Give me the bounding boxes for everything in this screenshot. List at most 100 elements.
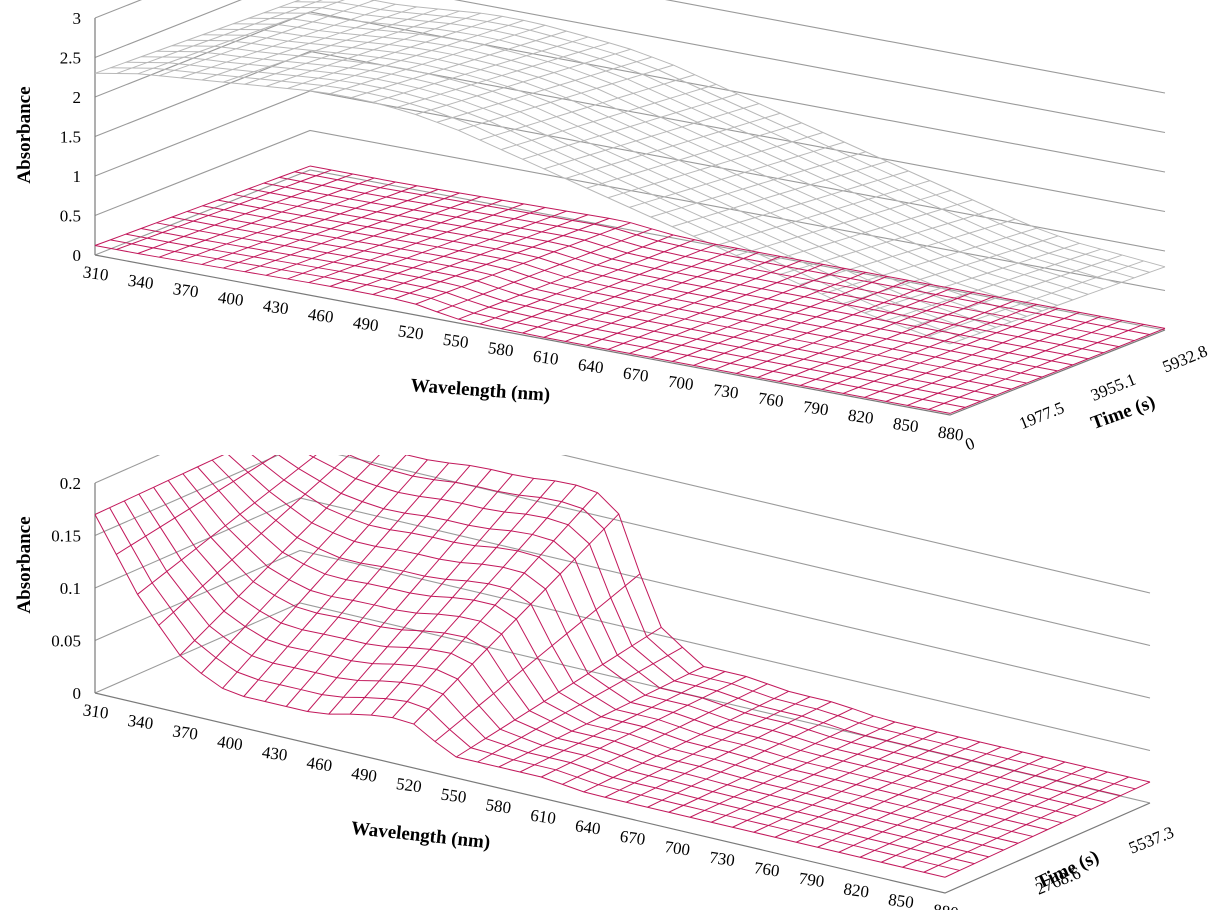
bottom-y-axis-label: Absorbance <box>14 516 35 613</box>
top-mesh-line <box>949 266 1166 345</box>
top-mesh-line <box>522 93 738 160</box>
top-gridline <box>94 129 1166 292</box>
top-y-tick-label: 1 <box>73 167 82 186</box>
bot-mesh-line <box>434 573 641 742</box>
top-surface-1 <box>94 165 1166 414</box>
top-mesh-line <box>864 311 1080 398</box>
top-y-tick-label: 0 <box>73 246 82 265</box>
bottom-surface-chart: 0 0.05 0.1 0.15 0.2 310 340 370 400 430 460 490 520… <box>0 392 1213 915</box>
top-gridline <box>94 0 1166 94</box>
bot-y-tick-label: 0.1 <box>60 579 81 598</box>
top-mesh-line <box>265 196 482 276</box>
top-mesh-line <box>928 260 1144 337</box>
top-mesh-line <box>458 64 674 131</box>
bot-mesh-line <box>179 448 386 656</box>
top-mesh-line <box>586 259 802 346</box>
bot-surface-0 <box>94 418 1151 878</box>
top-y-axis-label: Absorbance <box>14 86 35 183</box>
top-y-tick-label: 1.5 <box>60 128 81 147</box>
top-x-tick-label: 580 <box>487 338 515 360</box>
top-mesh-line <box>607 132 824 199</box>
bot-y-tick-label: 0.2 <box>60 474 81 493</box>
top-x-tick-label: 670 <box>622 363 650 385</box>
top-x-tick-label: 460 <box>307 304 335 326</box>
top-mesh-line <box>158 0 375 77</box>
top-mesh-line <box>436 228 653 313</box>
bot-mesh-line <box>881 766 1087 863</box>
top-mesh-line <box>233 193 1089 360</box>
bot-x-tick-label: 550 <box>440 785 468 807</box>
top-mesh-line <box>586 122 802 189</box>
top-mesh-line <box>287 199 503 280</box>
bot-mesh-line <box>689 721 896 818</box>
top-x-tick-label: 730 <box>712 380 740 402</box>
bot-x-tick-label: 370 <box>171 721 199 743</box>
bot-x-tick-label: 700 <box>663 837 691 859</box>
bot-mesh-line <box>583 690 789 793</box>
bot-x-tick-label: 520 <box>395 774 423 796</box>
top-x-tick-label: 310 <box>82 262 110 284</box>
bot-x-tick-label: 640 <box>574 816 602 838</box>
top-mesh-line <box>543 251 760 338</box>
bot-mesh-line <box>328 477 535 715</box>
bot-mesh-line <box>243 462 450 697</box>
bot-mesh-line <box>923 776 1129 873</box>
bot-mesh-line <box>285 425 1136 790</box>
top-mesh-line <box>308 203 524 284</box>
bot-mesh-line <box>255 439 1107 803</box>
top-mesh-line <box>885 315 1102 402</box>
top-mesh-line <box>244 192 460 273</box>
bot-x-tick-label: 400 <box>216 732 244 754</box>
bot-y-tick-label: 0 <box>73 684 82 703</box>
top-mesh-line <box>329 207 546 287</box>
bot-mesh-line <box>753 736 959 833</box>
top-mesh-line <box>885 248 1102 322</box>
top-y-tick-label: 0.5 <box>60 207 81 226</box>
top-time-tick-label: 1977.5 <box>1016 398 1066 433</box>
top-gridline <box>94 50 1166 213</box>
top-chart-svg: 0 0.5 1 1.5 2 2.5 3 310 340 370 400 430 460 490 520 55… <box>14 0 1210 454</box>
top-time-tick-label: 5932.8 <box>1160 341 1210 376</box>
top-mesh-line <box>351 210 567 291</box>
top-mesh-line <box>821 227 1037 295</box>
top-mesh-line <box>479 239 695 325</box>
bot-mesh-line <box>668 715 874 813</box>
top-mesh-line <box>158 177 375 258</box>
top-mesh-line <box>265 12 482 87</box>
top-mesh-line <box>351 30 567 99</box>
top-mesh-line <box>907 254 1123 329</box>
bot-mesh-line <box>94 418 301 515</box>
top-x-tick-label: 820 <box>847 406 875 428</box>
top-mesh-line <box>125 233 981 402</box>
top-mesh-line <box>94 165 311 246</box>
top-mesh-line <box>736 287 952 374</box>
bot-mesh-line <box>167 480 1019 844</box>
top-mesh-line <box>800 218 1016 285</box>
bot-mesh-line <box>541 676 747 778</box>
bot-mesh-line <box>299 418 1151 783</box>
bot-x-tick-label: 670 <box>619 827 647 849</box>
bot-x-tick-label: 850 <box>887 890 915 910</box>
top-mesh-line <box>671 160 888 228</box>
bot-mesh-line <box>626 701 832 803</box>
top-mesh-line <box>543 103 760 170</box>
top-x-tick-label: 490 <box>352 313 380 335</box>
top-mesh-line <box>565 112 781 179</box>
bot-x-tick-label: 820 <box>842 879 870 901</box>
bot-x-tick-label: 490 <box>350 764 378 786</box>
bot-mesh-line <box>211 459 1063 824</box>
bot-mesh-line <box>519 671 726 773</box>
bot-x-tick-label: 730 <box>708 848 736 870</box>
top-mesh-line <box>522 247 738 334</box>
bot-x-tick-label: 460 <box>306 753 334 775</box>
bot-mesh-line <box>455 626 662 758</box>
bot-mesh-line <box>498 666 704 768</box>
top-mesh-line <box>94 0 301 74</box>
bot-mesh-line <box>732 731 938 828</box>
bot-time-tick-label: 5537.3 <box>1126 823 1176 858</box>
bot-x-tick-label: 790 <box>798 869 826 891</box>
bot-mesh-line <box>859 761 1066 858</box>
top-mesh-line <box>372 214 589 295</box>
bot-mesh-line <box>137 433 343 595</box>
bot-x-tick-label: 580 <box>484 795 512 817</box>
